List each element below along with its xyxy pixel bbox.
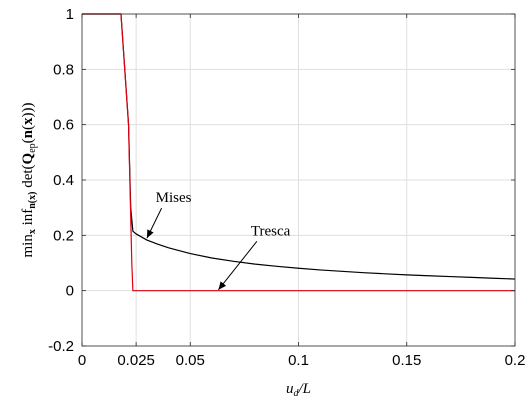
series-line-mises	[82, 13, 516, 280]
series-layer	[82, 13, 516, 292]
x-tick-label: 0	[78, 352, 86, 369]
x-tick-label: 0.15	[392, 352, 421, 369]
tick-layer: 0 0.025 0.05 0.1 0.15 0.2-0.200.20.40.60.81	[48, 6, 525, 369]
y-tick-label: 1	[66, 6, 74, 23]
annotation-arrowhead-mises	[146, 229, 154, 239]
series-line-tresca	[82, 13, 515, 292]
y-tick-label: 0	[66, 283, 74, 300]
x-tick-label: 0.1	[288, 352, 309, 369]
y-axis-label: minx infn(x) det(Qep(n(x)))	[20, 102, 38, 257]
annotation-arrow-tresca	[218, 241, 258, 291]
x-axis-label: ud/L	[286, 381, 311, 399]
annotation-layer: Mises Tresca	[146, 190, 291, 291]
x-tick-label: 0.05	[176, 352, 205, 369]
x-tick-label: 0.2	[505, 352, 526, 369]
y-tick-label: 0.4	[53, 172, 74, 189]
grid-lines	[82, 14, 515, 346]
annotation-arrowhead-tresca	[218, 281, 227, 290]
y-tick-label: 0.6	[53, 117, 74, 134]
y-tick-label: 0.8	[53, 61, 74, 78]
x-tick-label: 0.025	[117, 352, 155, 369]
annotation-tresca: Tresca	[251, 223, 291, 239]
y-tick-label: -0.2	[48, 338, 74, 355]
y-tick-label: 0.2	[53, 227, 74, 244]
axis-labels: ud/L minx infn(x) det(Qep(n(x)))	[20, 102, 311, 399]
annotation-mises: Mises	[156, 190, 192, 206]
